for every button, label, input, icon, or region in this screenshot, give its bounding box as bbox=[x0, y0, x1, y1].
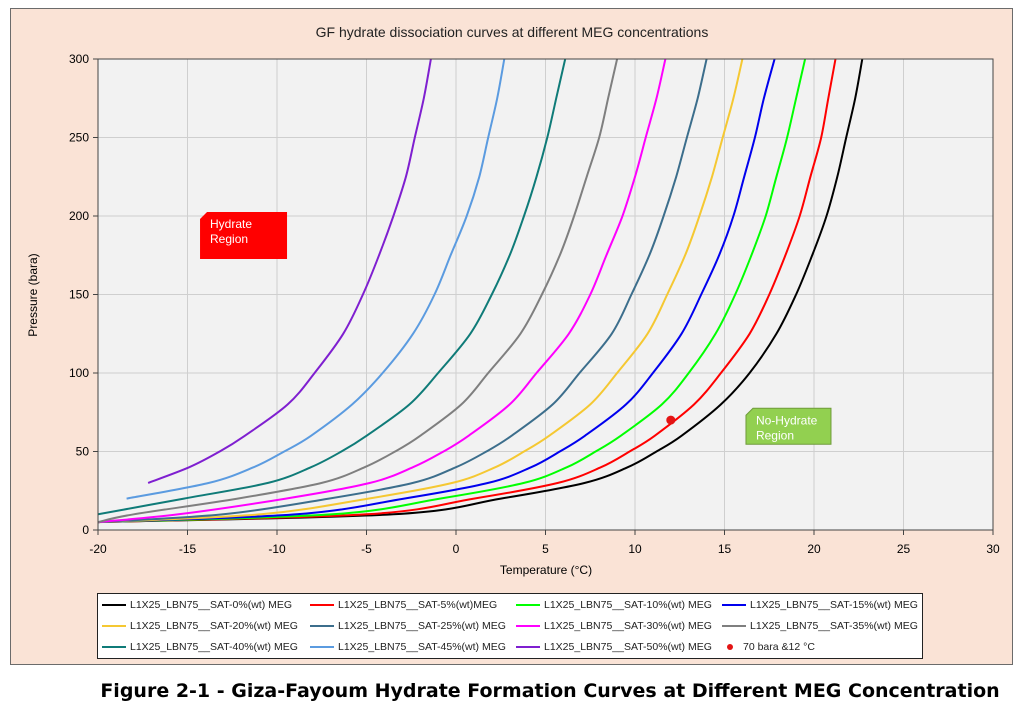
legend-line-swatch bbox=[102, 625, 126, 627]
x-tick-label: -10 bbox=[268, 542, 286, 556]
y-axis-label: Pressure (bara) bbox=[26, 253, 40, 336]
ticks: -20 -15 -10 -5 0 5 10 15 20 25 3005010015020025030… bbox=[69, 52, 1000, 556]
legend-line-swatch bbox=[516, 625, 540, 627]
series-line-7 bbox=[98, 59, 619, 524]
y-tick-label: 250 bbox=[69, 131, 89, 145]
legend-line-swatch bbox=[102, 646, 126, 648]
x-tick-label: 0 bbox=[453, 542, 460, 556]
legend-label: L1X25_LBN75__SAT-35%(wt) MEG bbox=[750, 620, 918, 632]
legend-line-swatch bbox=[516, 604, 540, 606]
series-line-0 bbox=[98, 59, 864, 524]
legend-label: L1X25_LBN75__SAT-5%(wt)MEG bbox=[338, 599, 498, 611]
region-callout-text: Hydrate bbox=[210, 217, 252, 231]
series-line-4 bbox=[98, 59, 744, 524]
chart-title: GF hydrate dissociation curves at differ… bbox=[316, 24, 709, 40]
legend-item: L1X25_LBN75__SAT-35%(wt) MEG bbox=[718, 616, 918, 636]
x-tick-label: 10 bbox=[628, 542, 642, 556]
legend-label: L1X25_LBN75__SAT-25%(wt) MEG bbox=[338, 620, 506, 632]
legend-item: L1X25_LBN75__SAT-20%(wt) MEG bbox=[98, 616, 298, 636]
y-tick-label: 0 bbox=[82, 523, 89, 537]
x-tick-label: -15 bbox=[179, 542, 197, 556]
operating-point-marker bbox=[666, 415, 676, 425]
y-tick-label: 50 bbox=[76, 445, 90, 459]
legend-label: L1X25_LBN75__SAT-20%(wt) MEG bbox=[130, 620, 298, 632]
series-line-1 bbox=[98, 59, 837, 524]
series-line-10 bbox=[147, 59, 432, 484]
y-tick-label: 200 bbox=[69, 209, 89, 223]
legend-item: L1X25_LBN75__SAT-5%(wt)MEG bbox=[306, 595, 497, 615]
figure-caption: Figure 2-1 - Giza-Fayoum Hydrate Formati… bbox=[100, 680, 1000, 702]
legend-label: L1X25_LBN75__SAT-45%(wt) MEG bbox=[338, 641, 506, 653]
series-line-9 bbox=[126, 59, 506, 500]
region-callout bbox=[200, 212, 288, 259]
region-callout-text: Region bbox=[210, 232, 248, 246]
legend-label: 70 bara &12 °C bbox=[743, 641, 815, 653]
y-tick-label: 300 bbox=[69, 52, 89, 66]
legend-item: L1X25_LBN75__SAT-10%(wt) MEG bbox=[512, 595, 712, 615]
legend-item: L1X25_LBN75__SAT-45%(wt) MEG bbox=[306, 637, 506, 657]
legend: L1X25_LBN75__SAT-0%(wt) MEG L1X25_LBN75__… bbox=[97, 593, 923, 659]
legend-item: L1X25_LBN75__SAT-50%(wt) MEG bbox=[512, 637, 712, 657]
legend-label: L1X25_LBN75__SAT-0%(wt) MEG bbox=[130, 599, 293, 611]
series-line-5 bbox=[98, 59, 708, 524]
legend-item: L1X25_LBN75__SAT-30%(wt) MEG bbox=[512, 616, 712, 636]
x-tick-label: 20 bbox=[807, 542, 821, 556]
legend-item: 70 bara &12 °C bbox=[718, 637, 815, 657]
legend-line-swatch bbox=[310, 646, 334, 648]
x-tick-label: 25 bbox=[897, 542, 911, 556]
legend-line-swatch bbox=[102, 604, 126, 606]
y-tick-label: 100 bbox=[69, 366, 89, 380]
legend-label: L1X25_LBN75__SAT-50%(wt) MEG bbox=[544, 641, 712, 653]
y-tick-label: 150 bbox=[69, 288, 89, 302]
legend-line-swatch bbox=[722, 625, 746, 627]
x-axis-label: Temperature (°C) bbox=[500, 563, 592, 577]
legend-item: L1X25_LBN75__SAT-0%(wt) MEG bbox=[98, 595, 292, 615]
legend-item: L1X25_LBN75__SAT-15%(wt) MEG bbox=[718, 595, 918, 615]
region-callout-text: Region bbox=[756, 428, 794, 442]
x-tick-label: -20 bbox=[89, 542, 107, 556]
region-callout bbox=[745, 407, 832, 445]
legend-marker bbox=[727, 644, 733, 650]
legend-line-swatch bbox=[310, 604, 334, 606]
series-line-3 bbox=[98, 59, 776, 524]
series-line-6 bbox=[98, 59, 667, 524]
x-tick-label: -5 bbox=[361, 542, 372, 556]
legend-label: L1X25_LBN75__SAT-15%(wt) MEG bbox=[750, 599, 918, 611]
legend-label: L1X25_LBN75__SAT-10%(wt) MEG bbox=[544, 599, 712, 611]
x-tick-label: 15 bbox=[718, 542, 732, 556]
series-line-8 bbox=[98, 59, 567, 516]
legend-line-swatch bbox=[310, 625, 334, 627]
legend-item: L1X25_LBN75__SAT-25%(wt) MEG bbox=[306, 616, 506, 636]
legend-item: L1X25_LBN75__SAT-40%(wt) MEG bbox=[98, 637, 298, 657]
legend-line-swatch bbox=[722, 604, 746, 606]
legend-label: L1X25_LBN75__SAT-30%(wt) MEG bbox=[544, 620, 712, 632]
legend-line-swatch bbox=[516, 646, 540, 648]
series-line-2 bbox=[98, 59, 807, 524]
x-tick-label: 30 bbox=[986, 542, 1000, 556]
series-layer bbox=[98, 59, 864, 524]
x-tick-label: 5 bbox=[542, 542, 549, 556]
region-callout-text: No-Hydrate bbox=[756, 413, 818, 427]
legend-label: L1X25_LBN75__SAT-40%(wt) MEG bbox=[130, 641, 298, 653]
